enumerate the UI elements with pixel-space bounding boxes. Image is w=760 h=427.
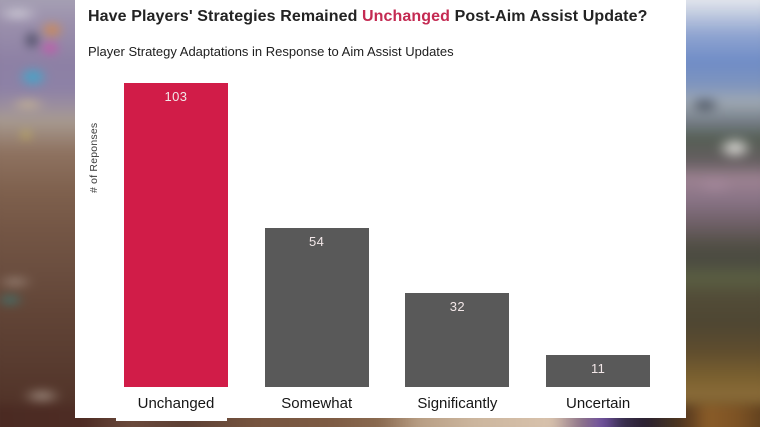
x-axis-label: Somewhat [281, 395, 353, 412]
chart-title: Have Players' Strategies Remained Unchan… [88, 8, 678, 26]
chart-subtitle: Player Strategy Adaptations in Response … [88, 44, 454, 59]
bar-uncertain: 11 [546, 355, 651, 387]
bar-significantly: 32 [405, 293, 510, 387]
plot-area: 103 Unchanged 54 Somewhat 32 Significantly 11 U… [75, 0, 686, 418]
chart-panel: Have Players' Strategies Remained Unchan… [75, 0, 686, 418]
bar-somewhat: 54 [264, 228, 369, 387]
x-axis-label: Significantly [417, 395, 498, 412]
chart-title-highlight: Unchanged [362, 8, 451, 25]
x-axis-label: Uncertain [565, 395, 631, 412]
panel-bottom-tab [116, 416, 227, 421]
bar-value-label: 32 [449, 299, 466, 314]
chart-title-pre: Have Players' Strategies Remained [88, 8, 363, 25]
bar-unchanged: 103 [124, 83, 228, 387]
bar-value-label: 11 [590, 361, 606, 376]
chart-title-post: Post-Aim Assist Update? [450, 8, 648, 25]
bar-value-label: 54 [309, 234, 325, 249]
bar-value-label: 103 [164, 89, 188, 104]
x-axis-label: Unchanged [137, 395, 215, 412]
